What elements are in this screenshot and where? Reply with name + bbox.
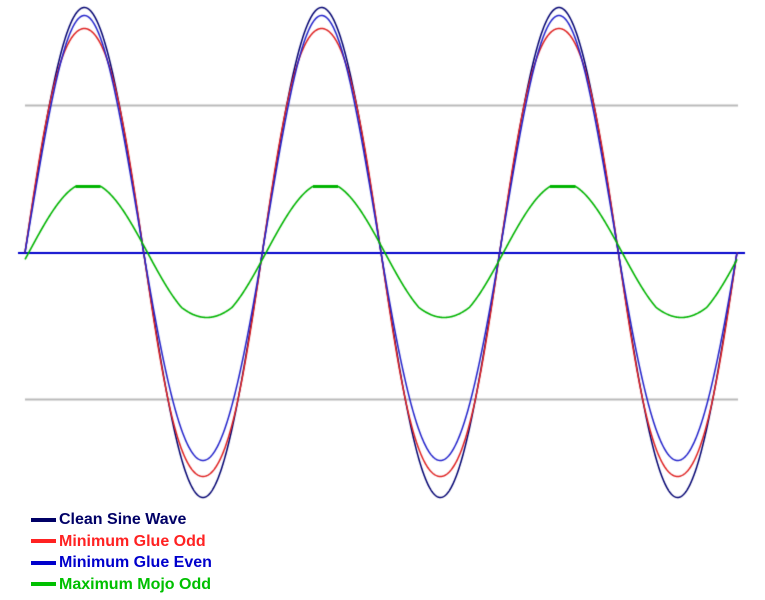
legend-swatch [31, 517, 56, 522]
legend-label: Minimum Glue Even [59, 554, 212, 571]
legend-item-maximum-mojo-odd: Maximum Mojo Odd [31, 574, 212, 596]
legend-swatch [31, 560, 56, 565]
legend-swatch [31, 582, 56, 587]
legend-item-minimum-glue-odd: Minimum Glue Odd [31, 531, 212, 553]
legend-item-clean-sine-wave: Clean Sine Wave [31, 509, 212, 531]
legend-label: Maximum Mojo Odd [59, 575, 211, 593]
legend-label: Clean Sine Wave [59, 511, 187, 528]
chart-legend: Clean Sine Wave Minimum Glue Odd Minimum… [31, 509, 212, 595]
legend-item-minimum-glue-even: Minimum Glue Even [31, 552, 212, 574]
legend-swatch [31, 539, 56, 544]
legend-label: Minimum Glue Odd [59, 532, 206, 550]
